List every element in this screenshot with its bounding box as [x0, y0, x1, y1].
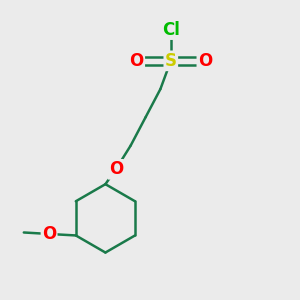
Text: S: S	[165, 52, 177, 70]
Text: O: O	[109, 160, 123, 178]
Text: Cl: Cl	[162, 21, 180, 39]
Text: O: O	[130, 52, 144, 70]
Text: O: O	[198, 52, 212, 70]
Text: O: O	[42, 225, 56, 243]
